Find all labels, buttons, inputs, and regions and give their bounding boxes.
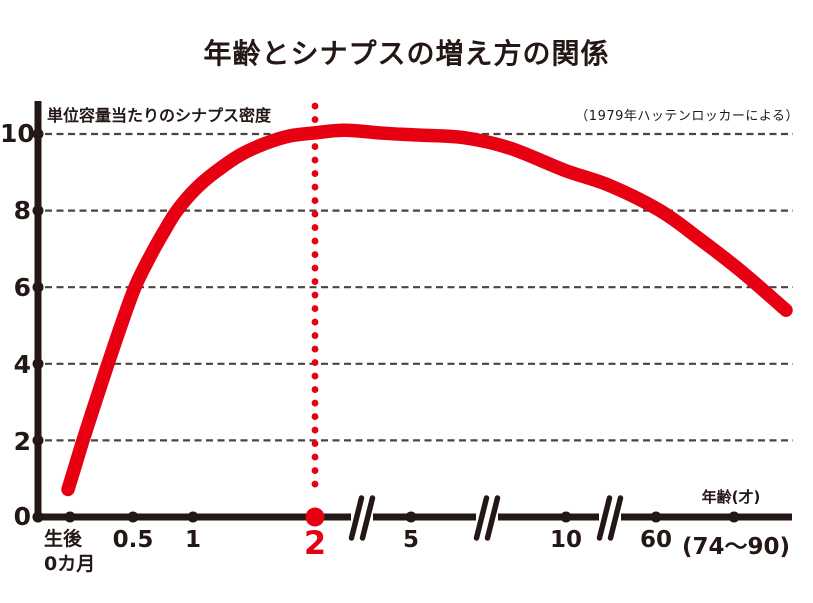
y-axis-title: 単位容量当たりのシナプス密度 [47, 106, 272, 125]
source-note: （1979年ハッテンロッカーによる） [575, 109, 799, 124]
y-tick-label-6: 6 [13, 273, 31, 302]
x-tick-label-1: 1 [184, 527, 202, 553]
y-tick-label-8: 8 [13, 196, 31, 225]
x-tick-label-5: 5 [402, 527, 420, 553]
chart-title: 年齢とシナプスの増え方の関係 [203, 37, 610, 70]
x-tick-label-2-highlight: 2 [303, 524, 327, 562]
y-tick-dot-4 [32, 358, 44, 370]
x-tick-dot-5 [650, 511, 662, 523]
x-tick-label-birth: 生後 0カ月 [44, 527, 95, 577]
x-axis-title: 年齢(才) [701, 488, 761, 506]
axis-break-stroke-1-1 [484, 495, 501, 541]
y-tick-label-4: 4 [13, 350, 31, 379]
synapse-density-curve [61, 123, 793, 497]
y-tick-dot-10 [32, 128, 44, 140]
y-tick-dot-2 [32, 434, 44, 446]
axis-break-stroke-0-1 [359, 495, 376, 541]
x-tick-label-0-5: 0.5 [112, 527, 154, 553]
origin-dot [32, 511, 44, 523]
age2-highlight-dot [305, 507, 325, 527]
x-tick-label-10: 10 [549, 527, 583, 553]
x-tick-dot-2 [187, 511, 199, 523]
x-tick-label-birth-line1: 生後 [44, 528, 83, 550]
x-tick-dot-4 [560, 511, 572, 523]
x-tick-dot-6 [728, 511, 740, 523]
x-tick-dot-1 [127, 511, 139, 523]
y-tick-label-0: 0 [13, 502, 31, 531]
x-tick-label-74-90: (74～90) [681, 534, 791, 560]
axis-break-stroke-2-1 [607, 495, 624, 541]
x-tick-label-birth-line2: 0カ月 [44, 553, 96, 575]
y-tick-dot-6 [32, 281, 44, 293]
axis-break-stroke-1-0 [473, 495, 490, 541]
axis-break-stroke-2-0 [596, 495, 613, 541]
x-tick-dot-0 [64, 511, 76, 523]
y-tick-label-2: 2 [13, 427, 31, 456]
x-tick-dot-3 [405, 511, 417, 523]
axis-break-stroke-0-0 [348, 495, 365, 541]
y-tick-label-10: 10 [0, 119, 35, 148]
x-tick-label-60: 60 [639, 527, 673, 553]
y-tick-dot-8 [32, 205, 44, 217]
